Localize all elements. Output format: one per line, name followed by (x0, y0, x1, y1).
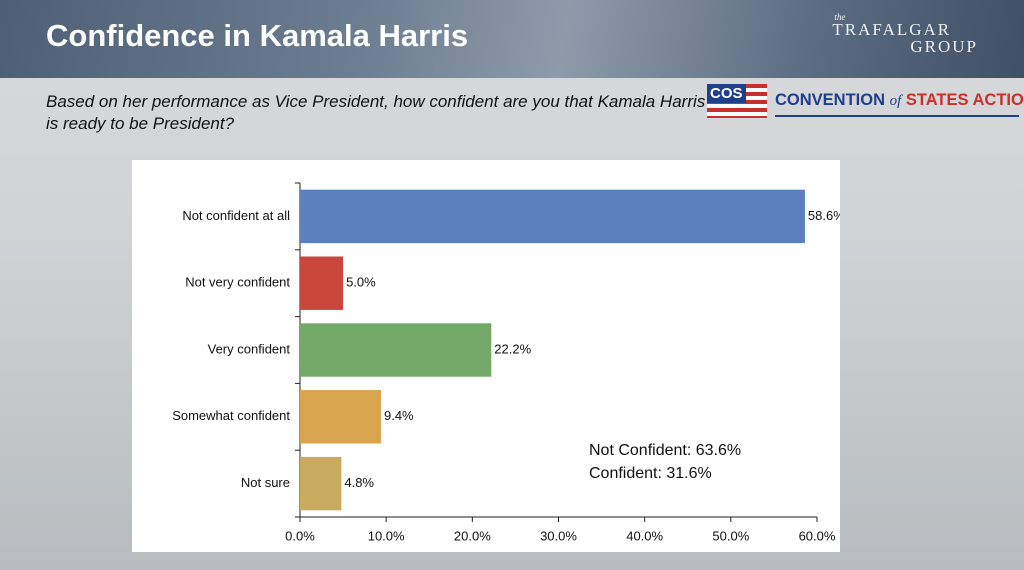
y-tick-label: Not sure (241, 475, 290, 490)
x-tick-label: 20.0% (454, 528, 491, 543)
logo-text: STATES ACTION (905, 91, 1024, 109)
value-label: 5.0% (346, 275, 376, 290)
logo-text: the (834, 12, 846, 22)
logo-text: of (889, 93, 902, 109)
y-tick-label: Not confident at all (182, 208, 290, 223)
cos-logo: COS CONVENTION of STATES ACTION (707, 84, 1024, 118)
x-tick-label: 0.0% (285, 528, 315, 543)
bar (300, 390, 381, 444)
x-tick-label: 40.0% (626, 528, 663, 543)
y-tick-label: Not very confident (185, 275, 290, 290)
bar (300, 256, 344, 310)
value-label: 58.6% (808, 208, 840, 223)
value-label: 22.2% (494, 341, 531, 356)
value-label: 4.8% (344, 475, 374, 490)
x-tick-label: 30.0% (540, 528, 577, 543)
logo-text: CONVENTION (775, 91, 886, 109)
logo-text: COS (707, 84, 746, 103)
x-tick-label: 60.0% (799, 528, 836, 543)
bar (300, 323, 492, 377)
chart-panel: 0.0% 10.0% 20.0% 30.0% 40.0% 50.0% 60.0% Not co… (132, 160, 845, 552)
annotation: Confident: 31.6% (589, 465, 712, 482)
question: Based on her performance as Vice Preside… (46, 92, 706, 133)
y-tick-label: Somewhat confident (172, 408, 290, 423)
slide-title: Confidence in Kamala Harris (46, 18, 469, 53)
annotation: Not Confident: 63.6% (589, 442, 741, 459)
logo-text: TRAFALGAR (832, 20, 952, 39)
bar (300, 189, 805, 244)
chart: 0.0% 10.0% 20.0% 30.0% 40.0% 50.0% 60.0% Not co… (172, 182, 845, 543)
header-band: Confidence in Kamala Harris the TRAFALGA… (0, 0, 1024, 78)
trafalgar-logo: the TRAFALGAR GROUP (832, 12, 978, 56)
logo-rule (775, 115, 1019, 117)
logo-name: CONVENTION of STATES ACTION (775, 91, 1024, 110)
x-tick-label: 10.0% (368, 528, 405, 543)
x-tick-label: 50.0% (712, 528, 749, 543)
value-label: 9.4% (384, 408, 414, 423)
logo-text: GROUP (910, 37, 978, 56)
bar (300, 456, 342, 511)
y-tick-label: Very confident (208, 341, 291, 356)
